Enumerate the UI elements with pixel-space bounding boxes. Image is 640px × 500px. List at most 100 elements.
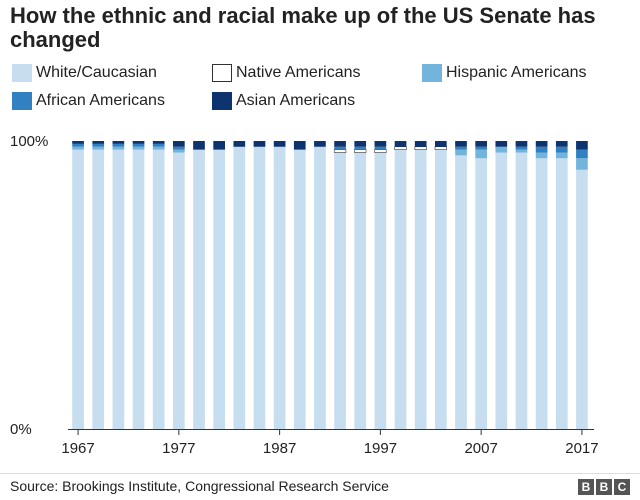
bar-segment	[334, 141, 346, 147]
bar-segment	[515, 146, 528, 150]
legend-label: White/Caucasian	[36, 64, 157, 81]
logo-letter: C	[614, 479, 630, 495]
bar-segment	[475, 146, 487, 150]
bar-segment	[152, 146, 165, 150]
bar-segment	[455, 149, 467, 156]
bar-segment	[555, 146, 568, 153]
bar-segment	[152, 143, 165, 147]
legend-swatch	[212, 92, 232, 110]
bar-segment	[132, 141, 145, 144]
legend-label: African Americans	[36, 92, 165, 109]
bar-segment	[535, 158, 548, 429]
bar-segment	[173, 152, 185, 429]
bar-segment	[293, 141, 306, 150]
bar-segment	[495, 152, 508, 429]
bar-segment	[354, 152, 367, 429]
legend-label: Asian Americans	[236, 92, 356, 109]
bar-segment	[72, 143, 84, 147]
bar-segment	[414, 149, 427, 429]
bar-segment	[535, 141, 548, 147]
y-tick-label: 100%	[10, 133, 48, 150]
bar-segment	[92, 141, 105, 144]
legend-swatch	[422, 64, 442, 82]
bar-segment	[576, 149, 588, 159]
stacked-bar-chart: 0% 100% 1967 1977 1987 1997 2007 2017	[10, 133, 599, 457]
bar-segment	[535, 146, 548, 153]
x-tick-label: 2017	[565, 440, 598, 457]
bar-segment	[455, 141, 467, 147]
x-tick-label: 1967	[61, 440, 94, 457]
bar-segment	[132, 149, 145, 429]
source-note: Source: Brookings Institute, Congression…	[10, 478, 389, 494]
bar-segment	[555, 152, 568, 159]
bar-segment	[132, 146, 145, 150]
bar-segment	[555, 158, 568, 429]
bar-segment	[112, 141, 125, 144]
chart-legend: White/Caucasian Native Americans Hispanic …	[12, 62, 632, 114]
bar-segment	[173, 141, 185, 147]
x-tick-label: 1987	[263, 440, 296, 457]
bar-segment	[213, 149, 225, 429]
bar-segment	[374, 152, 387, 429]
bar-segment	[253, 141, 266, 147]
bar-segment	[193, 149, 205, 429]
bar-segment	[576, 169, 588, 430]
legend-item: Hispanic Americans	[422, 62, 587, 84]
bar-segment	[515, 152, 528, 429]
legend-item: Native Americans	[212, 62, 361, 84]
bar-segment	[112, 149, 125, 429]
bar-segment	[152, 149, 165, 429]
bar-segment	[576, 158, 588, 170]
bar-segment	[333, 149, 347, 153]
bar-segment	[213, 141, 225, 150]
bar-segment	[233, 141, 246, 147]
bbc-logo: B B C	[578, 479, 630, 495]
bar-segment	[273, 141, 286, 147]
footer: Source: Brookings Institute, Congression…	[0, 473, 640, 500]
legend-item: Asian Americans	[212, 90, 355, 112]
legend-label: Native Americans	[236, 64, 361, 81]
legend-item: African Americans	[12, 90, 165, 112]
bar-segment	[535, 152, 548, 159]
bar-segment	[233, 146, 246, 429]
bar-segment	[112, 146, 125, 150]
bar-segment	[515, 141, 528, 147]
bar-segment	[273, 146, 286, 429]
bar-segment	[334, 146, 346, 150]
bar-segment	[193, 141, 205, 150]
bar-segment	[293, 149, 306, 429]
legend-label: Hispanic Americans	[446, 64, 587, 81]
logo-letter: B	[578, 479, 594, 495]
bar-segment	[435, 141, 447, 147]
x-tick-label: 1997	[364, 440, 397, 457]
bar-segment	[72, 149, 84, 429]
bar-segment	[475, 158, 487, 429]
bar-segment	[112, 143, 125, 147]
bar-segment	[334, 152, 346, 429]
chart-title: How the ethnic and racial make up of the…	[10, 3, 596, 52]
bar-segment	[455, 146, 467, 150]
legend-swatch	[12, 64, 32, 82]
logo-letter: B	[596, 479, 612, 495]
bar-segment	[354, 141, 367, 147]
bar-segment	[132, 143, 145, 147]
bar-segment	[434, 146, 447, 150]
bar-segment	[314, 146, 326, 429]
bar-segment	[515, 149, 528, 153]
bar-segment	[495, 146, 508, 153]
bar-segment	[414, 146, 427, 150]
bar-segment	[72, 146, 84, 150]
bar-segment	[92, 146, 105, 150]
bar-segment	[253, 146, 266, 429]
x-tick-label: 2007	[464, 440, 497, 457]
bar-segment	[475, 149, 487, 159]
bar-segment	[394, 141, 407, 147]
y-tick-label: 0%	[10, 421, 32, 438]
bar-segment	[354, 149, 367, 153]
bar-segment	[495, 141, 508, 147]
legend-swatch	[12, 92, 32, 110]
x-tick-label: 1977	[162, 440, 195, 457]
bar-segment	[173, 146, 185, 150]
bar-segment	[414, 141, 427, 147]
bar-segment	[394, 146, 407, 150]
